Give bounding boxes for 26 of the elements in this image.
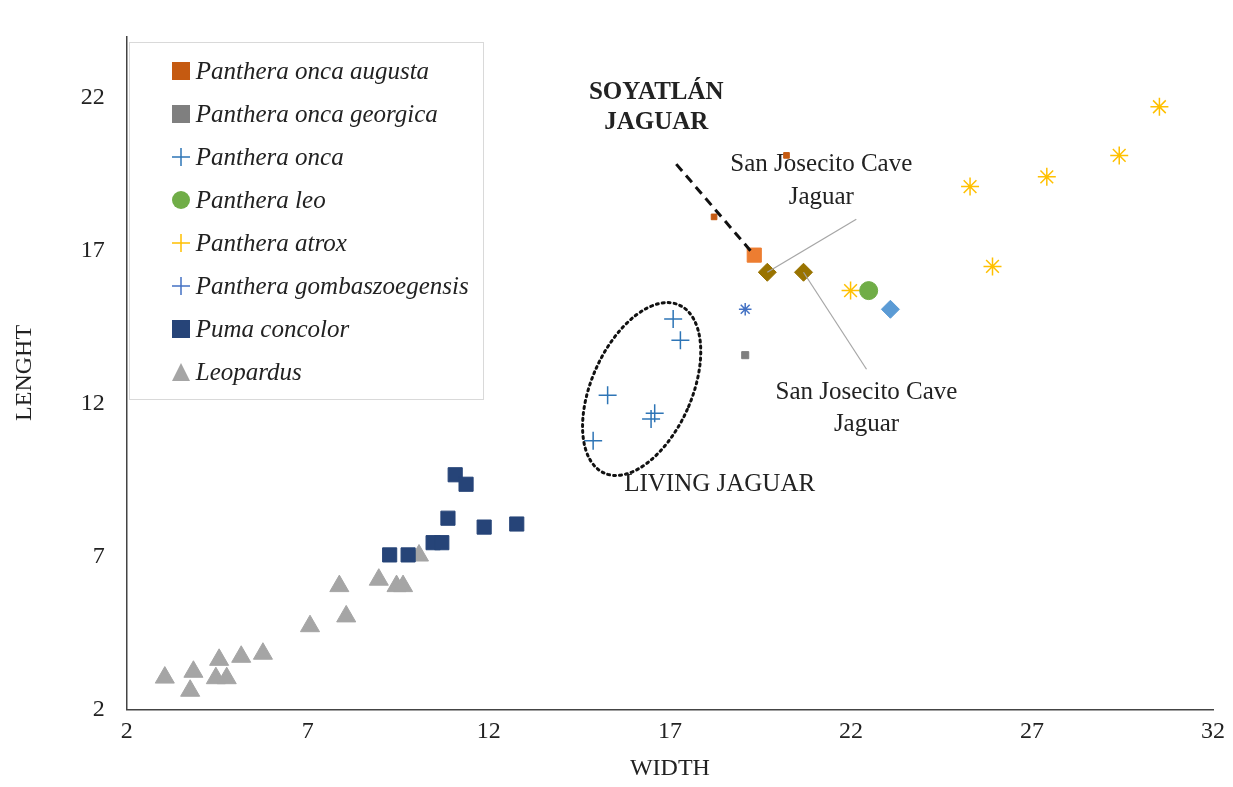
legend-label: Panthera gombaszoegensis (195, 271, 469, 300)
x-tick-label: 22 (838, 717, 863, 744)
y-tick-label: 12 (80, 388, 105, 415)
x-tick-label: 2 (120, 717, 133, 744)
annotation: San Josecito Cave Jaguar (775, 376, 958, 436)
annotation: LIVING JAGUAR (624, 468, 816, 496)
legend-label: Panthera leo (195, 185, 326, 214)
legend-label: Panthera onca augusta (195, 56, 430, 85)
y-tick-label: 22 (80, 82, 105, 109)
y-tick-label: 2 (92, 694, 105, 721)
annotation: SOYATLÁN JAGUAR (588, 76, 724, 134)
legend-label: Panthera atrox (195, 228, 347, 257)
annotation: San Josecito Cave Jaguar (730, 148, 913, 209)
x-tick-label: 7 (301, 717, 314, 744)
y-tick-label: 17 (80, 235, 105, 262)
legend-label: Panthera onca georgica (195, 99, 438, 128)
x-tick-label: 12 (476, 717, 501, 744)
legend-label: Leopardus (195, 357, 302, 386)
y-axis-title: LENGHT (9, 324, 36, 421)
legend-label: Puma concolor (195, 314, 350, 343)
x-tick-label: 32 (1201, 717, 1225, 744)
x-axis-title: WIDTH (629, 753, 710, 780)
x-tick-label: 27 (1019, 717, 1044, 744)
y-tick-label: 7 (92, 541, 105, 568)
legend-label: Panthera onca (195, 142, 344, 171)
x-tick-label: 17 (657, 717, 682, 744)
